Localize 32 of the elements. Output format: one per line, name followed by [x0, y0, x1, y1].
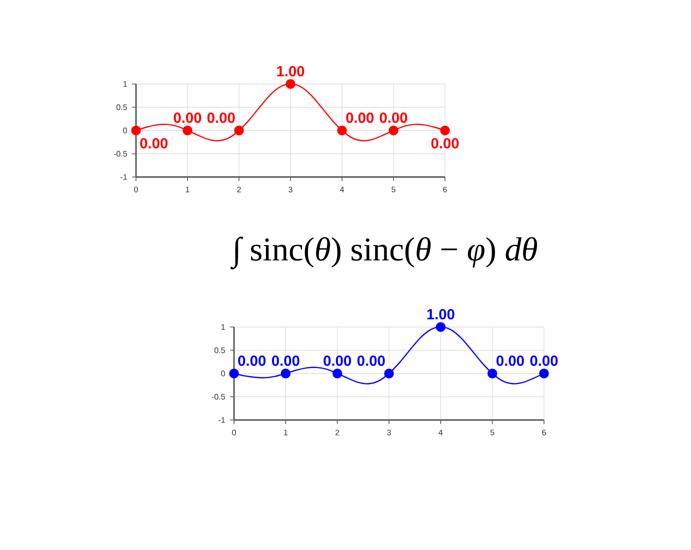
y-tick-label: 0: [123, 128, 127, 134]
x-tick-label: 6: [542, 430, 546, 436]
x-tick-label: 0: [134, 186, 138, 192]
x-tick-label: 3: [288, 186, 292, 192]
y-tick-label: 1: [123, 81, 127, 87]
data-label: 1.00: [427, 309, 454, 320]
x-tick-label: 6: [443, 186, 447, 192]
data-label: 0.00: [357, 356, 385, 366]
data-label: 0.00: [530, 356, 558, 366]
y-tick-label: -1: [218, 417, 225, 423]
x-tick-label: 3: [387, 430, 391, 436]
x-tick-label: 2: [237, 186, 241, 192]
x-tick-label: 1: [284, 430, 288, 436]
x-tick-label: 4: [340, 186, 344, 192]
x-tick-label: 5: [392, 186, 396, 192]
x-tick-label: 1: [186, 186, 190, 192]
data-label: 0.00: [496, 356, 524, 366]
data-label: 0.00: [272, 356, 300, 366]
data-label: 0.00: [238, 356, 266, 366]
x-tick-label: 5: [490, 430, 494, 436]
y-tick-label: -1: [120, 174, 127, 180]
y-tick-label: 0: [221, 370, 225, 376]
data-label: 0.00: [324, 356, 351, 366]
y-tick-label: 0.5: [214, 347, 225, 354]
y-tick-label: 1: [221, 324, 225, 330]
x-tick-label: 4: [438, 430, 443, 436]
text: ∫ sinc(θ) sinc(θ − φ) dθ: [230, 236, 538, 270]
y-tick-label: -0.5: [114, 150, 127, 157]
x-tick-label: 0: [232, 430, 236, 436]
x-tick-label: 2: [336, 430, 340, 436]
y-tick-label: -0.5: [212, 394, 225, 400]
y-tick-label: 0.5: [116, 104, 127, 110]
